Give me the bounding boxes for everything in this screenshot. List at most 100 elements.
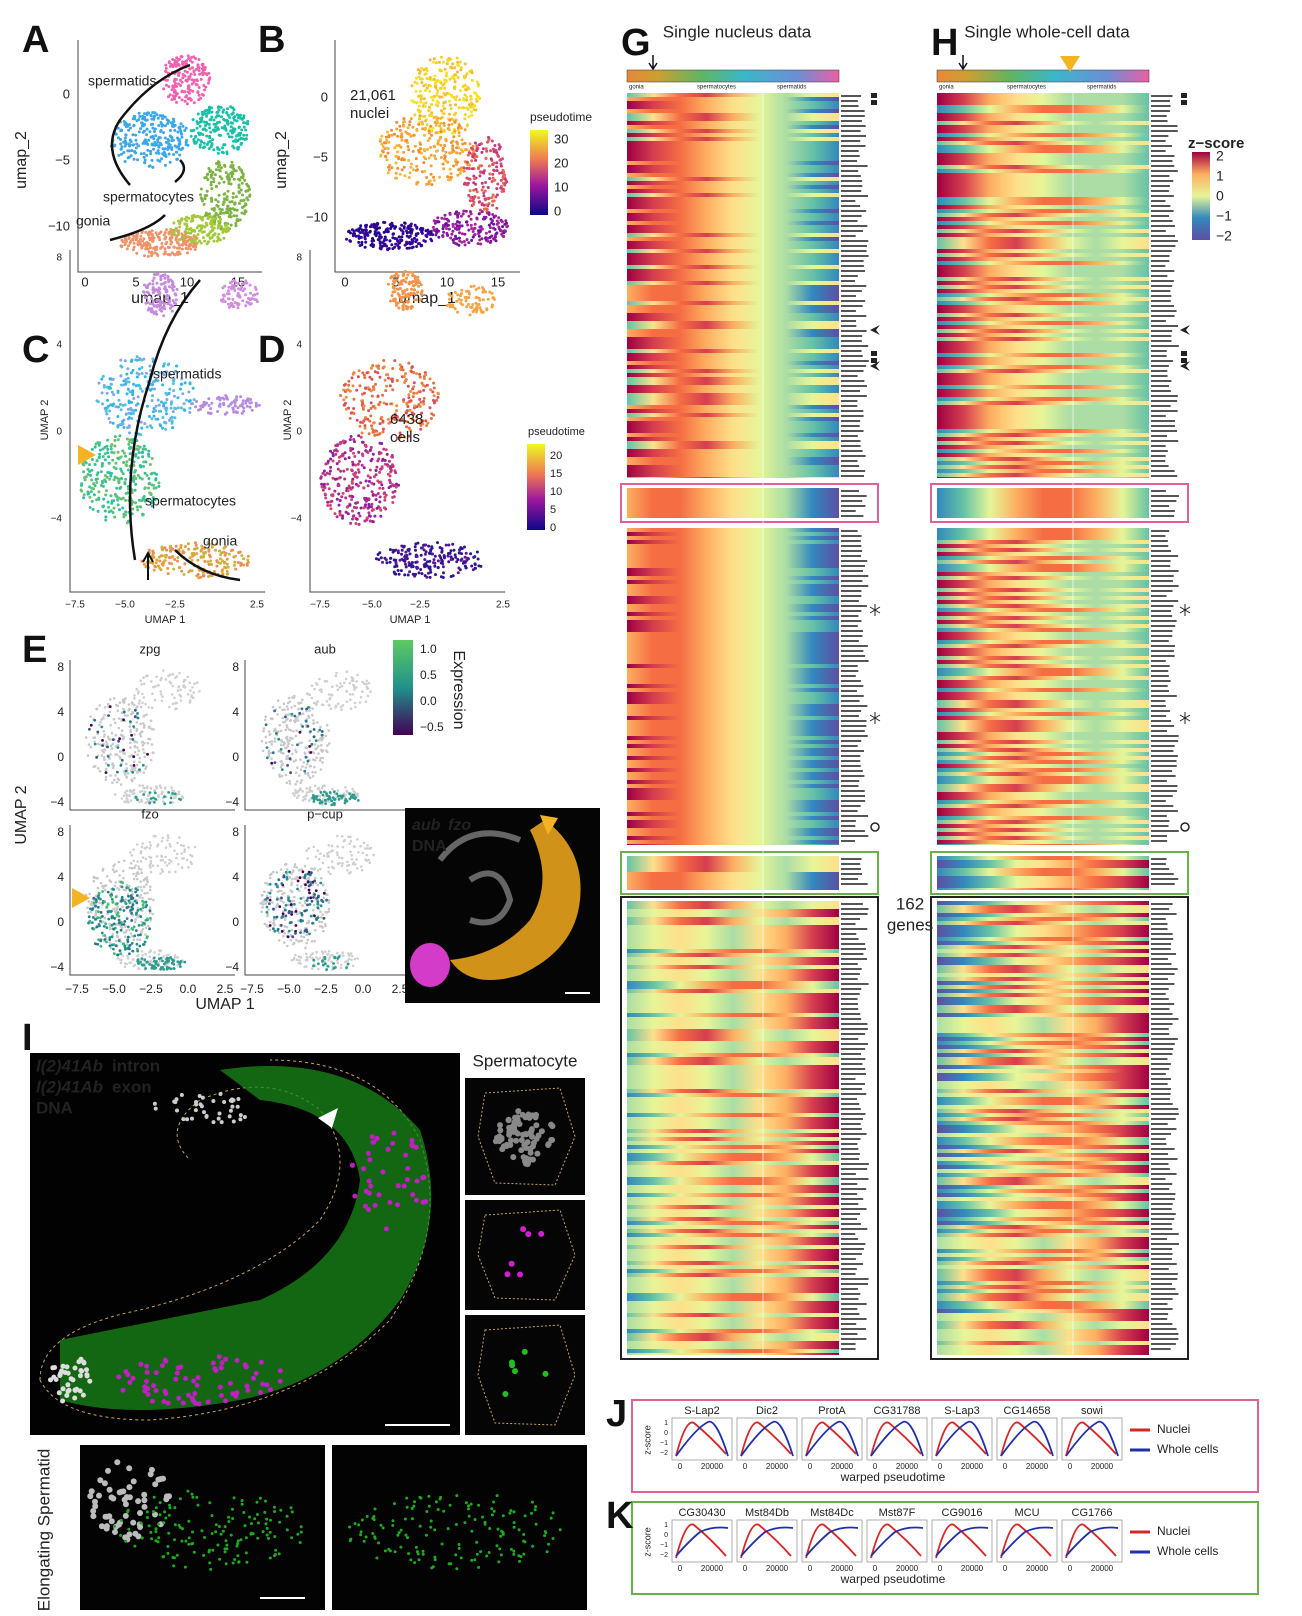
cell-point bbox=[378, 375, 382, 379]
cell-point bbox=[174, 85, 178, 89]
cell-point bbox=[460, 232, 464, 236]
cell-point bbox=[446, 552, 450, 555]
cell-point bbox=[344, 496, 348, 500]
cell-point bbox=[114, 467, 118, 471]
cell-point bbox=[375, 506, 379, 510]
cell-point bbox=[463, 93, 467, 97]
cell-point bbox=[474, 187, 478, 191]
cell-point bbox=[164, 66, 168, 70]
cell-point bbox=[295, 729, 298, 732]
cell-point bbox=[186, 97, 190, 101]
cell-point bbox=[197, 58, 201, 61]
cell-point bbox=[167, 152, 171, 156]
cell-point bbox=[98, 723, 101, 727]
cell-point bbox=[190, 214, 194, 218]
cell-point bbox=[451, 144, 455, 148]
cell-point bbox=[381, 393, 384, 397]
cell-point bbox=[129, 126, 132, 130]
cell-point bbox=[218, 212, 222, 215]
cell-point bbox=[112, 697, 116, 700]
cell-point bbox=[447, 128, 451, 132]
cell-point bbox=[132, 245, 136, 249]
cell-point bbox=[171, 801, 175, 804]
cell-point bbox=[413, 545, 417, 549]
cell-point bbox=[429, 237, 433, 241]
cell-point bbox=[107, 714, 110, 717]
cell-point bbox=[229, 211, 233, 215]
cell-point bbox=[185, 224, 189, 228]
cell-point bbox=[125, 392, 129, 396]
cell-point bbox=[481, 185, 485, 189]
cell-point bbox=[159, 142, 163, 146]
cell-point bbox=[453, 66, 457, 70]
cell-point bbox=[186, 54, 190, 58]
cell-point bbox=[155, 281, 159, 285]
cell-point bbox=[441, 565, 445, 569]
cell-point bbox=[502, 170, 506, 174]
cell-point bbox=[139, 505, 143, 509]
cell-point bbox=[183, 562, 187, 566]
cell-point bbox=[136, 508, 140, 512]
cell-point bbox=[234, 138, 238, 142]
cell-point bbox=[203, 197, 207, 200]
cell-point bbox=[379, 154, 383, 158]
cell-point bbox=[156, 398, 160, 402]
cell-point bbox=[152, 147, 155, 151]
cell-point bbox=[184, 678, 187, 682]
cell-point bbox=[107, 455, 110, 459]
cell-point bbox=[131, 117, 135, 121]
cell-point bbox=[412, 371, 416, 374]
cell-point bbox=[363, 426, 367, 430]
cell-point bbox=[390, 454, 394, 457]
cell-point bbox=[125, 437, 129, 441]
cell-point bbox=[396, 569, 400, 572]
cell-point bbox=[400, 132, 404, 136]
cell-point bbox=[481, 286, 485, 289]
cell-point bbox=[229, 125, 233, 129]
cell-point bbox=[444, 138, 448, 142]
cell-point bbox=[436, 89, 440, 92]
cell-point bbox=[448, 112, 451, 116]
cell-point bbox=[191, 386, 195, 390]
cell-point bbox=[485, 307, 489, 311]
cell-point bbox=[353, 455, 357, 458]
cell-point bbox=[423, 239, 427, 243]
cell-point bbox=[378, 470, 382, 474]
cell-point bbox=[141, 130, 145, 134]
cell-point bbox=[450, 232, 454, 236]
cell-point bbox=[173, 123, 177, 127]
cell-point bbox=[429, 233, 433, 236]
cell-point bbox=[218, 557, 222, 561]
cell-point bbox=[106, 745, 109, 749]
cell-point bbox=[476, 242, 480, 246]
cell-point bbox=[453, 73, 457, 77]
cell-point bbox=[151, 552, 155, 556]
cell-point bbox=[177, 792, 181, 796]
cell-point bbox=[99, 470, 103, 474]
cell-point bbox=[79, 488, 83, 492]
cell-point bbox=[444, 150, 448, 154]
cell-point bbox=[410, 287, 413, 291]
cell-point bbox=[239, 563, 243, 567]
cell-point bbox=[486, 297, 490, 301]
cell-point bbox=[384, 238, 388, 242]
cell-point bbox=[397, 572, 401, 576]
cell-point bbox=[484, 181, 488, 184]
cell-point bbox=[165, 553, 168, 557]
cell-point bbox=[216, 147, 220, 151]
cell-point bbox=[188, 88, 192, 92]
cell-point bbox=[139, 705, 143, 709]
cell-point bbox=[436, 141, 440, 145]
cell-point bbox=[128, 241, 132, 245]
cell-point bbox=[241, 399, 245, 403]
cell-point bbox=[168, 93, 172, 97]
y-axis-title: UMAP 2 bbox=[282, 400, 294, 441]
cell-point bbox=[236, 219, 240, 223]
cell-point bbox=[96, 509, 100, 513]
cell-point bbox=[196, 233, 200, 236]
cell-point bbox=[359, 224, 363, 228]
cell-point bbox=[240, 282, 244, 286]
cell-point bbox=[239, 175, 243, 179]
cell-point bbox=[432, 381, 436, 385]
cell-point bbox=[120, 152, 123, 156]
